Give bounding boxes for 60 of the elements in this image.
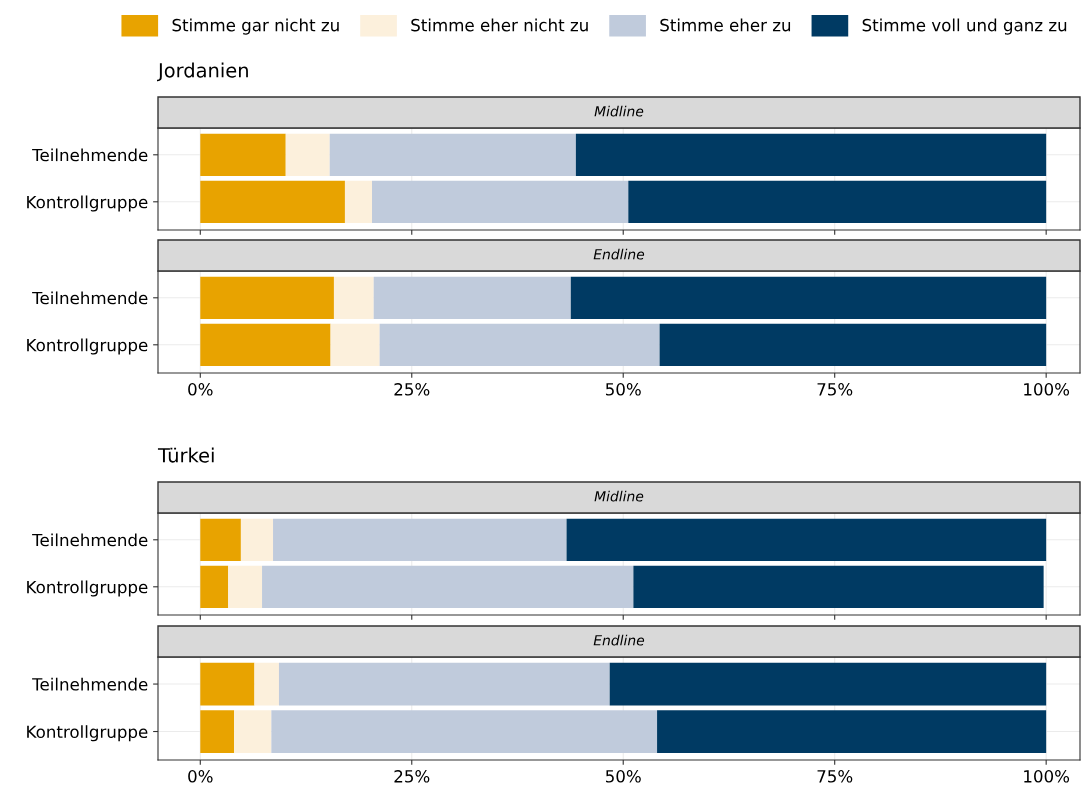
y-tick-label: Teilnehmende [32, 291, 148, 305]
bar [373, 276, 571, 319]
bar [228, 565, 263, 608]
y-tick-label: Teilnehmende [32, 533, 148, 547]
bar [200, 276, 334, 319]
bar [234, 710, 272, 753]
x-tick-label: 100% [1024, 770, 1070, 783]
x-tick-label: 0% [188, 770, 213, 783]
bar [200, 180, 345, 223]
y-tick-label: Kontrollgruppe [27, 580, 148, 597]
x-tick-label: 75% [817, 770, 853, 783]
y-tick-label: Teilnehmende [32, 148, 148, 162]
chart-subtitle: Midline [594, 490, 644, 502]
bar [262, 565, 634, 608]
legend-label: Stimme gar nicht zu [172, 18, 339, 35]
y-tick-label: Kontrollgruppe [27, 338, 148, 355]
bar [200, 518, 241, 561]
bar [372, 180, 629, 223]
chart-subtitle: Midline [594, 105, 644, 117]
bar [566, 518, 1047, 561]
bar [200, 710, 235, 753]
bar [278, 662, 610, 706]
bar [254, 662, 279, 706]
bar [200, 133, 286, 176]
bar [271, 710, 658, 753]
chart-subtitle: Endline [593, 248, 645, 260]
bar [659, 323, 1047, 366]
chart-subtitle: Endline [593, 634, 645, 646]
bar [329, 133, 576, 176]
x-tick-label: 50% [605, 770, 641, 783]
y-tick-label: Kontrollgruppe [27, 725, 148, 742]
legend-label: Stimme eher zu [660, 18, 791, 32]
bar [344, 180, 373, 223]
x-tick-label: 100% [1024, 383, 1070, 396]
x-tick-label: 75% [817, 383, 853, 396]
bar [330, 323, 380, 366]
x-tick-label: 50% [605, 383, 641, 396]
bar [333, 276, 374, 319]
bar [273, 518, 567, 561]
legend-label: Stimme eher nicht zu [411, 18, 588, 32]
y-tick-label: Kontrollgruppe [27, 195, 148, 212]
x-tick-label: 0% [188, 383, 213, 396]
legend-label: Stimme voll und ganz zu [862, 18, 1067, 35]
bar [570, 276, 1047, 319]
bar [379, 323, 660, 366]
x-tick-label: 25% [394, 770, 430, 783]
bar [200, 323, 331, 366]
bar [240, 518, 274, 561]
bar [628, 180, 1047, 223]
bar [633, 565, 1044, 608]
bar [575, 133, 1047, 176]
bar [609, 662, 1047, 706]
x-tick-label: 25% [394, 383, 430, 396]
y-tick-label: Teilnehmende [32, 677, 148, 691]
bar [200, 662, 255, 706]
bar [200, 565, 229, 608]
chart-title: Jordanien [156, 62, 248, 82]
bar [285, 133, 330, 176]
chart-title: Türkei [157, 447, 214, 463]
bar [657, 710, 1047, 753]
